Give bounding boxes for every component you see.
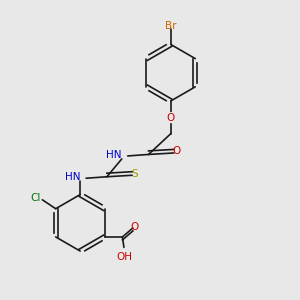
- Text: OH: OH: [116, 252, 132, 262]
- Text: Cl: Cl: [31, 193, 41, 203]
- Text: S: S: [132, 169, 139, 179]
- Text: O: O: [167, 112, 175, 123]
- Text: HN: HN: [65, 172, 80, 182]
- Text: O: O: [131, 222, 139, 232]
- Text: O: O: [172, 146, 181, 156]
- Text: HN: HN: [106, 150, 122, 160]
- Text: Br: Br: [165, 21, 177, 31]
